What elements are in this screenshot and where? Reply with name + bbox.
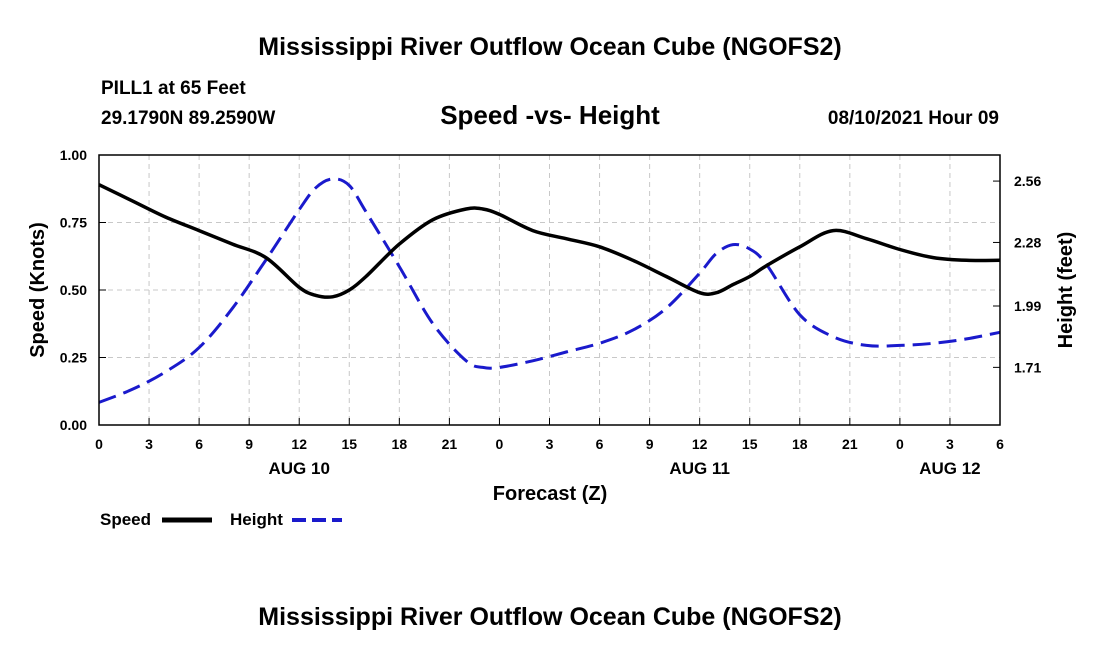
y-tick-label: 0.75: [60, 215, 87, 231]
y-tick-label: 1.00: [60, 147, 87, 163]
x-tick-label: 6: [596, 436, 604, 452]
tick-layer: 0 3 6 9 12 15 18 21 0 3 6 9 12 15 18 21 0 3 6 0.00 0.25 0.50 0…: [60, 147, 1042, 478]
speed-series-line: [98, 183, 1001, 299]
legend: Speed Height: [100, 510, 342, 529]
x-tick-label: 9: [245, 436, 253, 452]
x-tick-label: 6: [195, 436, 203, 452]
x-tick-label: 0: [95, 436, 103, 452]
x-tick-label: 15: [341, 436, 357, 452]
coordinates-label: 29.1790N 89.2590W: [101, 108, 275, 129]
x-tick-label: 0: [896, 436, 904, 452]
date-label: AUG 12: [919, 459, 980, 478]
series-layer: [98, 177, 1001, 404]
x-tick-label: 21: [842, 436, 858, 452]
x-tick-label: 9: [646, 436, 654, 452]
date-label: AUG 11: [669, 459, 729, 478]
x-tick-label: 21: [442, 436, 458, 452]
height-series-line: [98, 177, 1001, 404]
grid: [99, 155, 1000, 425]
x-tick-label: 12: [291, 436, 307, 452]
x-tick-label: 3: [546, 436, 554, 452]
date-label: AUG 10: [269, 459, 330, 478]
y-tick-label: 0.00: [60, 417, 87, 433]
x-tick-label: 3: [946, 436, 954, 452]
datetime-label: 08/10/2021 Hour 09: [828, 108, 999, 129]
x-tick-label: 18: [392, 436, 408, 452]
y2-tick-label: 2.28: [1014, 234, 1041, 250]
y-axis-label: Speed (Knots): [27, 222, 49, 358]
x-tick-label: 6: [996, 436, 1004, 452]
x-axis-label: Forecast (Z): [493, 483, 607, 505]
chart-title: Mississippi River Outflow Ocean Cube (NG…: [258, 33, 841, 61]
x-tick-label: 0: [496, 436, 504, 452]
y2-tick-label: 1.99: [1014, 298, 1041, 314]
station-label: PILL1 at 65 Feet: [101, 78, 246, 99]
x-tick-label: 18: [792, 436, 808, 452]
x-tick-label: 15: [742, 436, 758, 452]
x-tick-label: 3: [145, 436, 153, 452]
chart-subtitle: Speed -vs- Height: [440, 100, 660, 130]
y2-axis-label: Height (feet): [1055, 232, 1077, 349]
legend-height-label: Height: [230, 510, 283, 529]
y2-tick-label: 2.56: [1014, 173, 1041, 189]
y-tick-label: 0.50: [60, 282, 87, 298]
legend-speed-label: Speed: [100, 510, 151, 529]
x-tick-label: 12: [692, 436, 708, 452]
footer-title: Mississippi River Outflow Ocean Cube (NG…: [258, 603, 841, 631]
y-tick-label: 0.25: [60, 350, 87, 366]
y2-tick-label: 1.71: [1014, 359, 1041, 375]
